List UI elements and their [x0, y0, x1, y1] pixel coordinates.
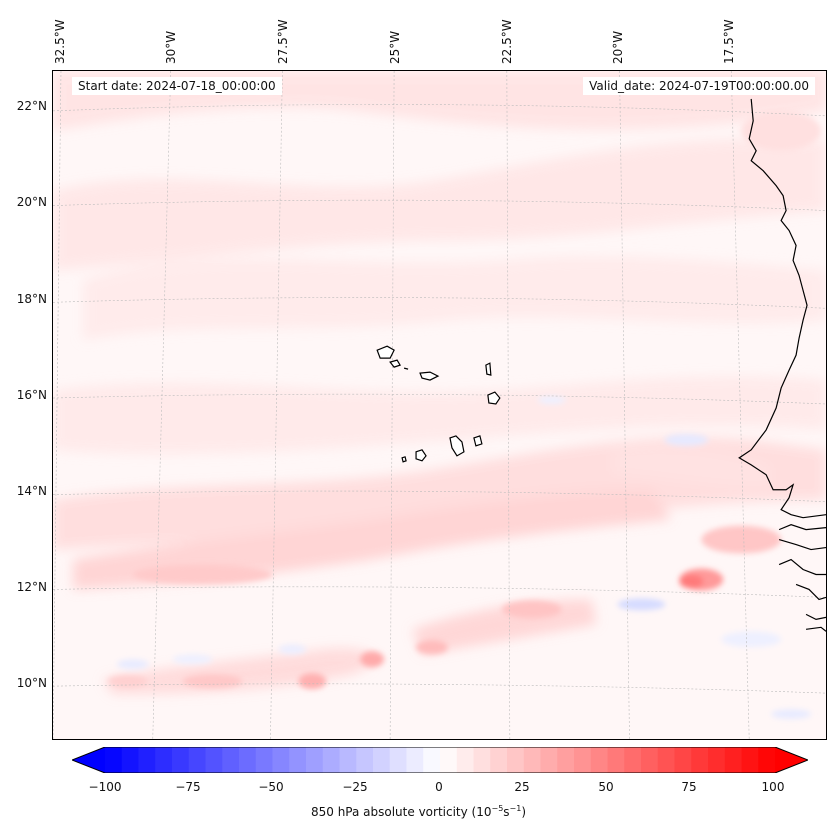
lat-label-18n: 18°N [16, 292, 47, 306]
colorbar-tick-75: 75 [681, 780, 697, 794]
coastline [738, 98, 826, 632]
colorbar-segment [607, 747, 625, 773]
colorbar-segment [691, 747, 709, 773]
colorbar-segment [188, 747, 207, 773]
colorbar-label: 850 hPa absolute vorticity (10−5s−1) [310, 804, 527, 819]
colorbar-segment [306, 747, 324, 773]
lon-label-22.5w: 22.5°W [500, 19, 514, 64]
colorbar-tick-minus-75: −75 [175, 780, 201, 794]
colorbar-segment [674, 747, 692, 773]
colorbar-gradient [72, 747, 808, 773]
lon-label-20w: 20°W [611, 30, 625, 64]
colorbar-segment [322, 747, 341, 773]
lon-label-30w: 30°W [164, 30, 178, 64]
colorbar-tick-100: 100 [761, 780, 785, 794]
map-panel [52, 70, 827, 740]
graticule [53, 71, 826, 739]
colorbar-tick-minus-100: −100 [88, 780, 122, 794]
colorbar-segment [523, 747, 542, 773]
lon-label-32.5w: 32.5°W [53, 19, 67, 64]
colorbar-segment [708, 747, 726, 773]
colorbar-segment [389, 747, 408, 773]
lon-label-17.5w: 17.5°W [722, 19, 736, 64]
colorbar-tick-25: 25 [514, 780, 530, 794]
colorbar-segment [138, 747, 156, 773]
colorbar-segment [356, 747, 374, 773]
colorbar-tick-50: 50 [598, 780, 614, 794]
colorbar-segment [172, 747, 190, 773]
colorbar [72, 747, 808, 773]
colorbar-segment [105, 747, 123, 773]
colorbar-segment [406, 747, 424, 773]
colorbar-segment [590, 747, 609, 773]
lat-label-12n: 12°N [16, 580, 47, 594]
colorbar-segment [574, 747, 592, 773]
colorbar-segment [423, 747, 441, 773]
colorbar-segment [758, 747, 776, 773]
colorbar-segment [641, 747, 659, 773]
colorbar-segment [624, 747, 642, 773]
colorbar-segment [741, 747, 759, 773]
colorbar-segment [657, 747, 676, 773]
lon-label-27.5w: 27.5°W [276, 19, 290, 64]
lon-label-25w: 25°W [388, 30, 402, 64]
vorticity-field [53, 71, 826, 720]
colorbar-segment [373, 747, 391, 773]
colorbar-segment [239, 747, 257, 773]
lat-label-16n: 16°N [16, 388, 47, 402]
colorbar-extend-max [775, 747, 808, 773]
valid-date-label: Valid_date: 2024-07-19T00:00:00.00 [583, 77, 815, 95]
colorbar-segment [205, 747, 223, 773]
colorbar-segment [289, 747, 307, 773]
colorbar-segment [272, 747, 290, 773]
colorbar-segment [339, 747, 357, 773]
vorticity-map [53, 71, 826, 739]
colorbar-segment [440, 747, 458, 773]
colorbar-segment [456, 747, 475, 773]
lat-label-20n: 20°N [16, 195, 47, 209]
colorbar-extend-min [72, 747, 105, 773]
lat-label-14n: 14°N [16, 484, 47, 498]
colorbar-tick-0: 0 [435, 780, 443, 794]
lat-label-10n: 10°N [16, 676, 47, 690]
colorbar-segment [724, 747, 743, 773]
colorbar-segment [222, 747, 240, 773]
cape-verde-islands [376, 345, 501, 463]
colorbar-segment [255, 747, 274, 773]
colorbar-segment [490, 747, 508, 773]
colorbar-segment [121, 747, 140, 773]
lat-label-22n: 22°N [16, 99, 47, 113]
colorbar-segment [473, 747, 491, 773]
colorbar-segment [540, 747, 558, 773]
colorbar-segment [155, 747, 173, 773]
colorbar-segment [507, 747, 525, 773]
colorbar-tick-minus-25: −25 [342, 780, 368, 794]
colorbar-segment [557, 747, 575, 773]
start-date-label: Start date: 2024-07-18_00:00:00 [72, 77, 282, 95]
colorbar-tick-minus-50: −50 [258, 780, 284, 794]
